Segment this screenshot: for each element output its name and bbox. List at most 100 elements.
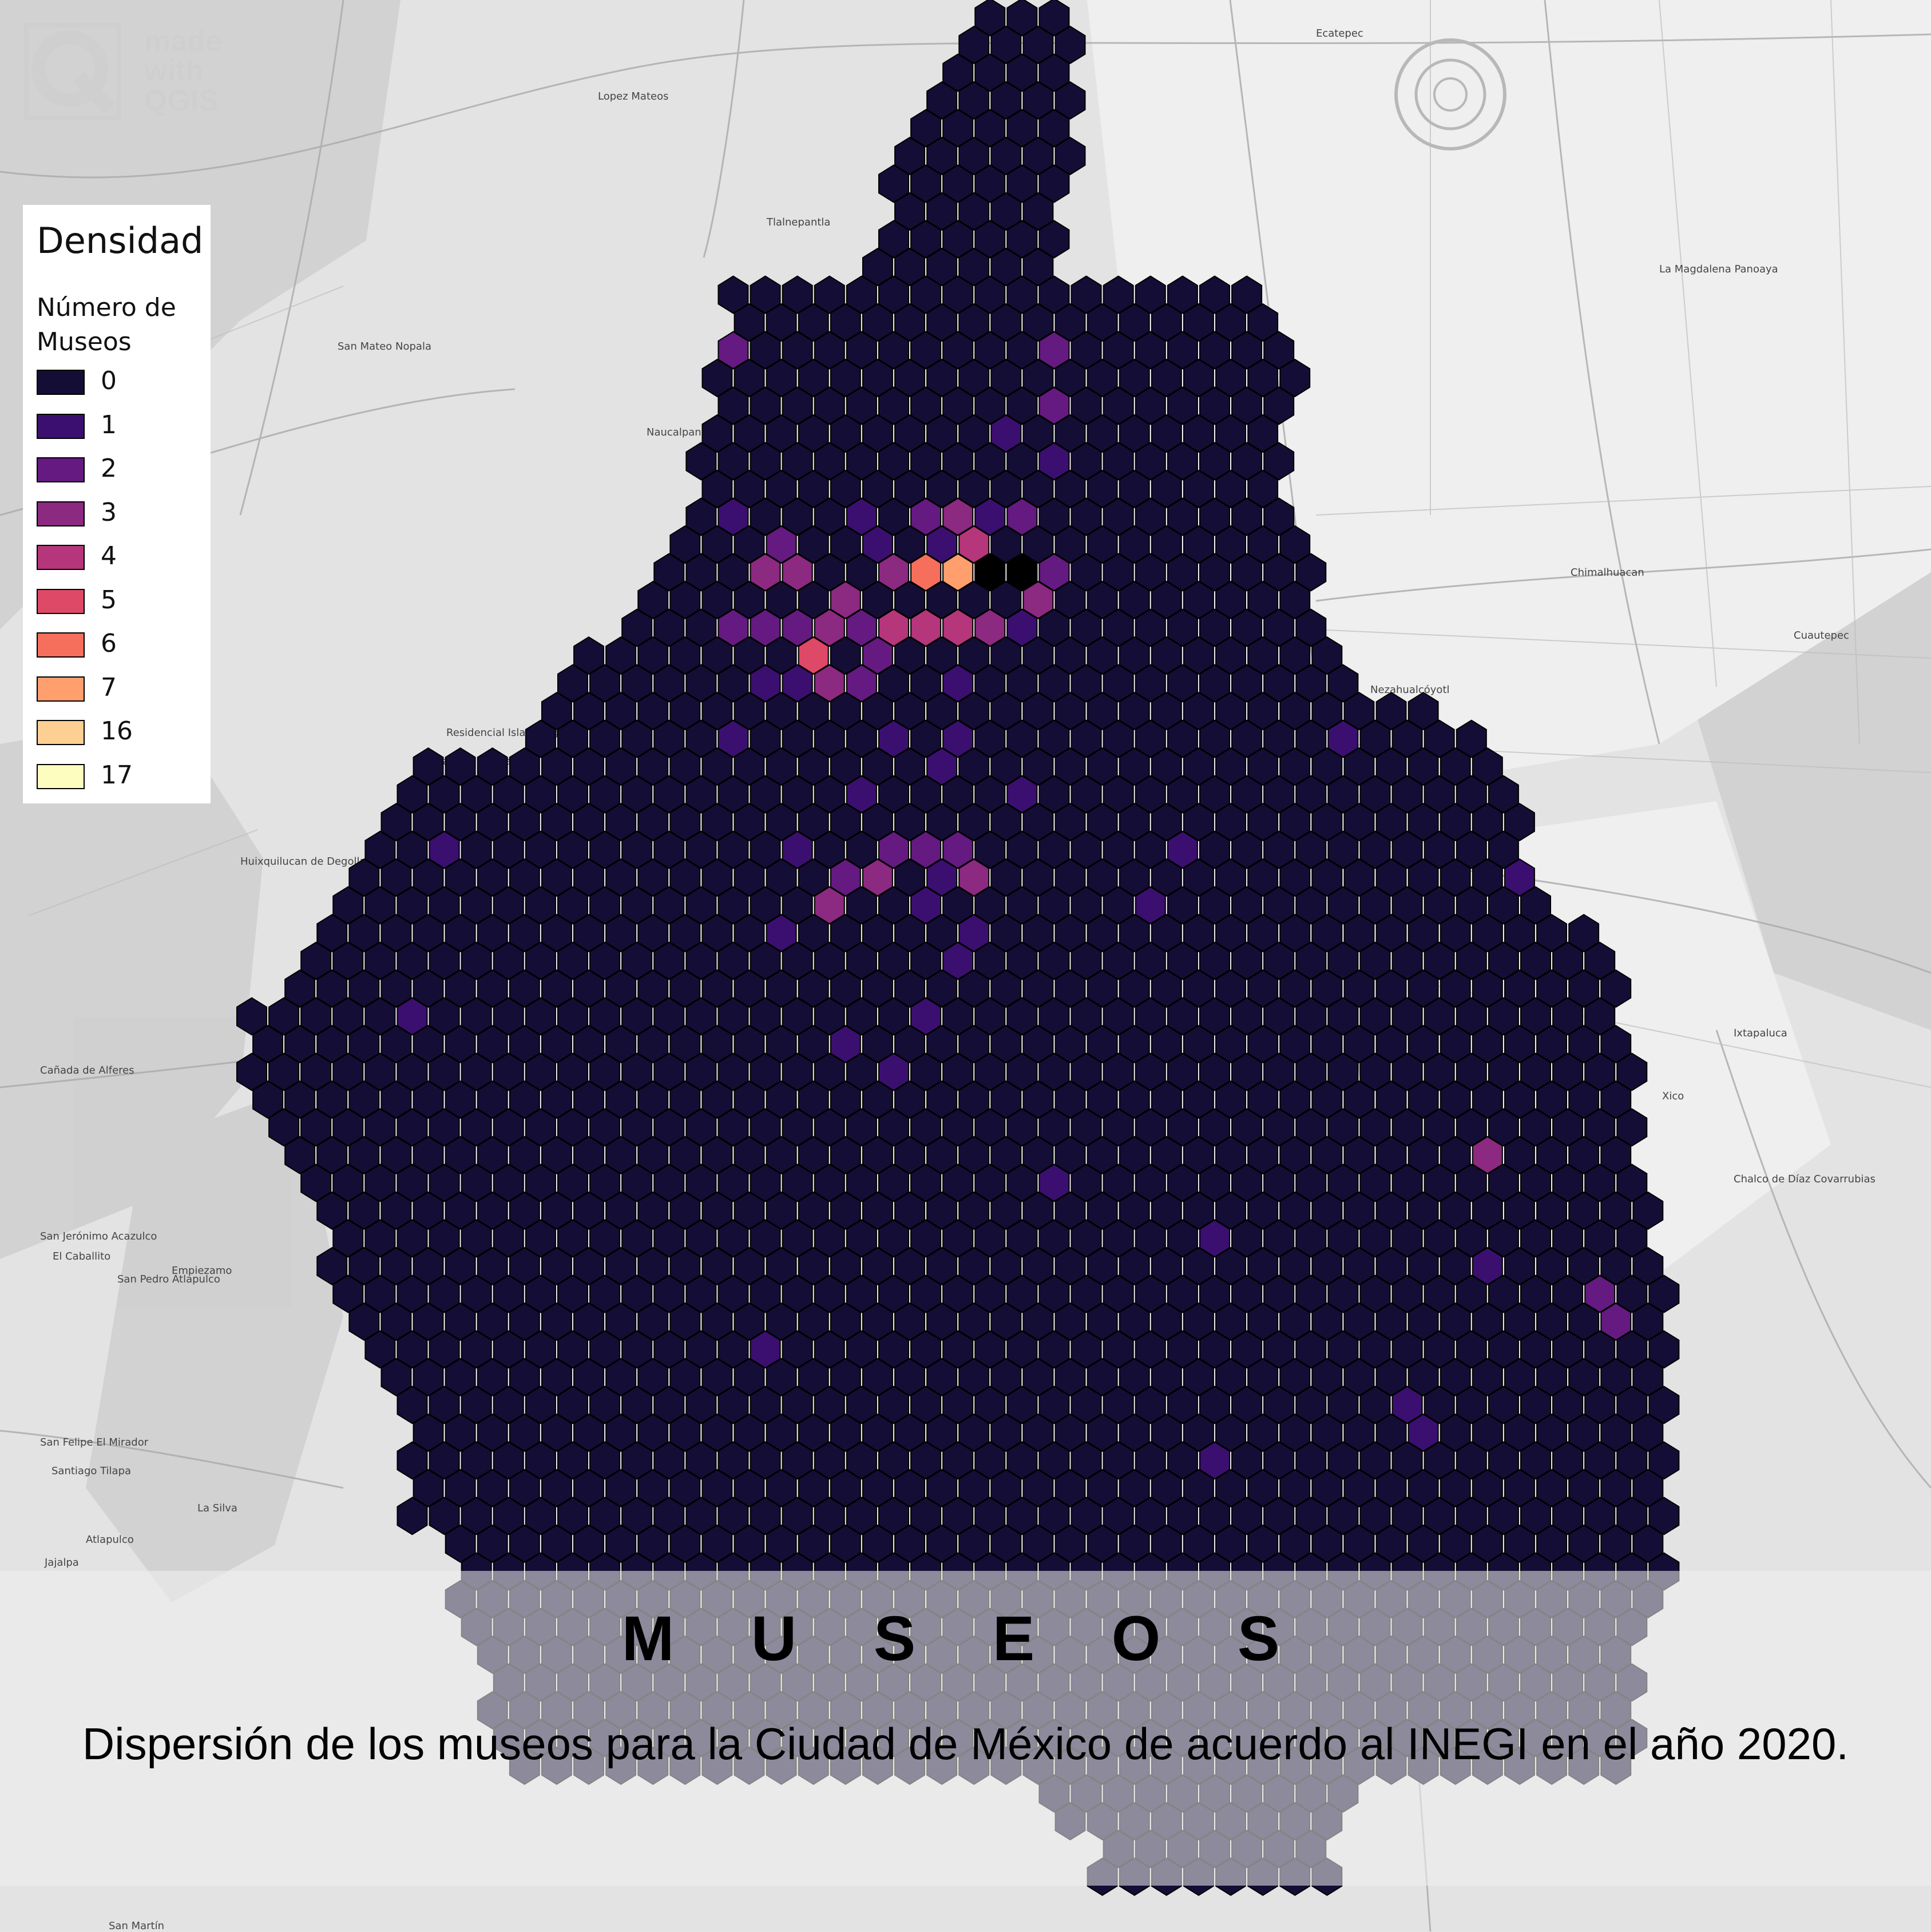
hex-cell: [1103, 1052, 1134, 1091]
hex-cell: [1279, 969, 1311, 1008]
hex-cell: [942, 1163, 974, 1202]
hex-cell: [717, 997, 749, 1036]
hex-cell: [509, 803, 540, 841]
hex-cell: [1070, 1274, 1102, 1313]
hex-cell: [669, 1358, 701, 1396]
hex-cell: [1038, 220, 1070, 259]
hex-cell: [653, 1052, 685, 1091]
hex-cell: [653, 1385, 685, 1424]
hex-cell: [637, 1025, 669, 1063]
hex-cell: [1199, 719, 1230, 758]
hex-cell: [1263, 830, 1295, 869]
hex-cell: [1022, 1302, 1054, 1341]
hex-cell: [1167, 1163, 1198, 1202]
hex-cell: [958, 192, 990, 231]
hex-cell: [1472, 1302, 1503, 1341]
hex-cell: [1038, 331, 1070, 370]
hex-cell: [717, 775, 749, 814]
hex-cell: [1616, 1108, 1648, 1147]
hex-cell: [1167, 608, 1198, 647]
hex-cell: [878, 1052, 909, 1091]
hex-cell: [380, 1247, 412, 1285]
hex-cell: [1087, 469, 1118, 509]
hex-cell: [1456, 1441, 1487, 1480]
hex-cell: [621, 719, 653, 758]
hex-cell: [1087, 1302, 1118, 1341]
hex-cell: [910, 220, 942, 259]
hex-cell: [1006, 664, 1038, 703]
hex-cell: [1279, 1080, 1311, 1119]
legend-swatch: [37, 676, 85, 702]
hex-cell: [1472, 1414, 1503, 1452]
hex-cell: [1616, 1219, 1648, 1258]
hex-cell: [878, 941, 909, 980]
hex-cell: [1022, 469, 1054, 509]
hex-cell: [958, 858, 990, 897]
hex-cell: [846, 497, 877, 536]
hex-cell: [621, 608, 653, 647]
hex-cell: [300, 1163, 332, 1202]
hex-cell: [1472, 914, 1503, 952]
hex-cell: [1103, 442, 1134, 481]
hex-cell: [1054, 25, 1086, 64]
hex-cell: [1327, 886, 1359, 925]
hex-cell: [862, 747, 893, 786]
hex-cell: [878, 775, 909, 814]
hex-cell: [717, 497, 749, 536]
hex-cell: [733, 858, 765, 897]
hex-cell: [926, 1080, 958, 1119]
hex-cell: [669, 1525, 701, 1563]
hex-cell: [1616, 1496, 1648, 1535]
hex-cell: [862, 1136, 893, 1174]
hex-cell: [878, 497, 909, 536]
hex-cell: [846, 331, 877, 370]
hex-cell: [1311, 1025, 1343, 1063]
hex-cell: [733, 1414, 765, 1452]
hex-cell: [974, 553, 1006, 592]
hex-cell: [300, 1108, 332, 1147]
hex-cell: [1022, 969, 1054, 1008]
hex-cell: [525, 1385, 556, 1424]
hex-cell: [1327, 1385, 1359, 1424]
hex-cell: [862, 1525, 893, 1563]
hex-cell: [1472, 803, 1503, 841]
hex-cell: [1488, 1163, 1519, 1202]
hex-cell: [1151, 1358, 1182, 1396]
hex-cell: [445, 1247, 476, 1285]
hex-cell: [621, 1219, 653, 1258]
place-label: Tlalnepantla: [767, 216, 831, 228]
hex-cell: [1600, 1247, 1632, 1285]
place-label: Cañada de Alferes: [40, 1064, 134, 1076]
hex-cell: [990, 914, 1022, 952]
hex-cell: [1263, 1163, 1295, 1202]
hex-cell: [926, 858, 958, 897]
hex-cell: [1295, 941, 1327, 980]
legend-label: 3: [101, 497, 117, 527]
hex-cell: [878, 664, 909, 703]
hex-cell: [782, 941, 813, 980]
hex-cell: [1295, 719, 1327, 758]
hex-cell: [1584, 1274, 1616, 1313]
hex-cell: [862, 914, 893, 952]
hex-cell: [1022, 525, 1054, 564]
hex-cell: [733, 1136, 765, 1174]
hex-cell: [1247, 358, 1279, 398]
hex-cell: [1167, 997, 1198, 1036]
place-label: San Jerónimo Acazulco: [40, 1230, 157, 1242]
hex-cell: [316, 1080, 348, 1119]
hex-cell: [846, 553, 877, 592]
hex-cell: [1327, 1441, 1359, 1480]
hex-cell: [958, 747, 990, 786]
hex-cell: [413, 969, 444, 1008]
hex-cell: [974, 164, 1006, 203]
hex-cell: [557, 1052, 588, 1091]
hex-cell: [1167, 331, 1198, 370]
hex-cell: [541, 969, 572, 1008]
hex-cell: [926, 303, 958, 342]
hex-cell: [1054, 692, 1086, 730]
hex-cell: [733, 580, 765, 619]
hex-cell: [252, 1025, 283, 1063]
hex-cell: [1584, 1052, 1616, 1091]
hex-cell: [1022, 747, 1054, 786]
